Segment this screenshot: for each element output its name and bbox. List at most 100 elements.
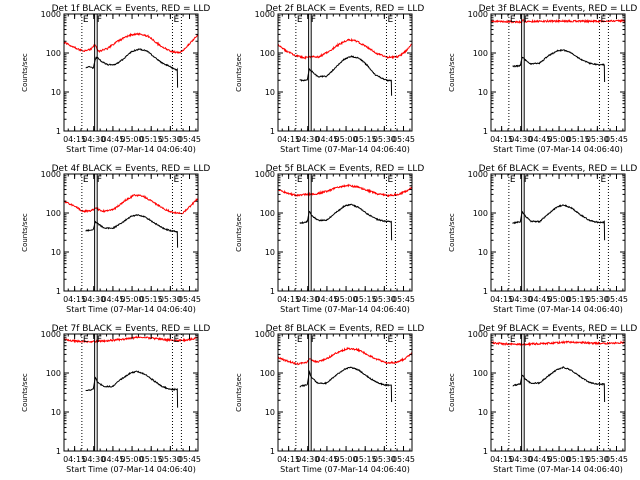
series-line-lld (278, 346, 412, 366)
y-tick-label: 1000 (41, 330, 61, 339)
series-line-events (299, 366, 393, 403)
x-tick-label: 05:15 (354, 295, 377, 304)
y-tick-label: 1 (483, 447, 488, 456)
marker-label: F (97, 15, 102, 25)
y-tick-label: 1000 (255, 330, 275, 339)
x-tick-label: 04:45 (101, 455, 124, 464)
y-axis-label: Counts/sec (235, 373, 243, 412)
y-tick-label: 10 (265, 248, 275, 257)
x-tick-label: 04:30 (82, 135, 105, 144)
axes-frame (490, 13, 626, 132)
x-axis-label: Start Time (07-Mar-14 04:06:40) (280, 305, 410, 314)
y-tick-label: 100 (46, 49, 61, 58)
chart-title: Det 5f BLACK = Events, RED = LLD (266, 164, 425, 174)
x-tick-label: 04:15 (277, 135, 300, 144)
chart-title: Det 7f BLACK = Events, RED = LLD (52, 324, 211, 334)
x-tick-label: 05:15 (567, 295, 590, 304)
y-axis-label: Counts/sec (448, 213, 456, 252)
x-tick-label: 05:15 (567, 455, 590, 464)
y-tick-label: 100 (46, 209, 61, 218)
x-tick-label: 05:15 (140, 295, 163, 304)
x-tick-label: 04:15 (63, 295, 86, 304)
marker-label: E (83, 15, 89, 25)
axes-frame (277, 333, 413, 452)
y-tick-label: 100 (46, 369, 61, 378)
x-tick-label: 04:45 (315, 135, 338, 144)
axes-frame (490, 173, 626, 292)
marker-label: E (387, 15, 393, 25)
marker-label: E (297, 335, 303, 345)
axes-frame (63, 13, 199, 132)
chart-title: Det 6f BLACK = Events, RED = LLD (479, 164, 638, 174)
y-tick-label: 10 (478, 248, 488, 257)
y-tick-label: 1000 (468, 10, 488, 19)
x-tick-label: 05:45 (178, 135, 201, 144)
chart-title: Det 9f BLACK = Events, RED = LLD (479, 324, 638, 334)
marker-label: E (83, 335, 89, 345)
x-tick-label: 05:15 (354, 455, 377, 464)
chart-title: Det 2f BLACK = Events, RED = LLD (266, 4, 425, 14)
y-tick-label: 1000 (468, 170, 488, 179)
y-tick-label: 1000 (255, 170, 275, 179)
x-tick-label: 05:45 (178, 295, 201, 304)
x-tick-label: 05:00 (548, 295, 571, 304)
x-tick-label: 05:30 (159, 135, 182, 144)
marker-label: E (600, 15, 606, 25)
series-line-events (512, 204, 606, 241)
plot-area (491, 18, 625, 83)
y-tick-label: 1000 (468, 330, 488, 339)
x-tick-label: 05:15 (140, 135, 163, 144)
chart-panel-6: Det 6f BLACK = Events, RED = LLD Counts/s… (448, 164, 637, 314)
chart-panel-7: Det 7f BLACK = Events, RED = LLD Counts/s… (21, 324, 210, 474)
y-tick-label: 1 (56, 447, 61, 456)
series-line-lld (278, 183, 412, 198)
x-tick-label: 04:45 (101, 295, 124, 304)
y-axis-label: Counts/sec (21, 213, 29, 252)
marker-label: F (524, 175, 529, 185)
marker-label: F (311, 175, 316, 185)
chart-title: Det 4f BLACK = Events, RED = LLD (52, 164, 211, 174)
marker-label: E (173, 175, 179, 185)
chart-panel-9: Det 9f BLACK = Events, RED = LLD Counts/s… (448, 324, 637, 474)
x-tick-label: 05:30 (373, 455, 396, 464)
axes-frame (63, 333, 199, 452)
x-tick-label: 04:30 (296, 295, 319, 304)
y-tick-label: 10 (51, 408, 61, 417)
marker-label: F (311, 335, 316, 345)
plot-area (278, 346, 412, 403)
x-axis-label: Start Time (07-Mar-14 04:06:40) (66, 145, 196, 154)
x-tick-label: 05:45 (178, 455, 201, 464)
y-tick-label: 10 (51, 88, 61, 97)
plot-area (64, 335, 198, 408)
marker-label: E (173, 15, 179, 25)
chart-panel-3: Det 3f BLACK = Events, RED = LLD Counts/s… (448, 4, 637, 154)
y-tick-label: 100 (260, 369, 275, 378)
marker-label: F (311, 15, 316, 25)
y-tick-label: 1 (483, 127, 488, 136)
y-tick-label: 1000 (255, 10, 275, 19)
x-tick-label: 05:00 (121, 455, 144, 464)
x-tick-label: 05:30 (586, 295, 609, 304)
x-tick-label: 04:45 (528, 455, 551, 464)
x-tick-label: 05:45 (605, 135, 628, 144)
x-axis-label: Start Time (07-Mar-14 04:06:40) (66, 305, 196, 314)
x-tick-label: 05:45 (605, 295, 628, 304)
plot-area (64, 32, 198, 88)
plot-area (512, 204, 606, 241)
y-axis-label: Counts/sec (21, 53, 29, 92)
marker-label: E (83, 175, 89, 185)
x-tick-label: 05:00 (335, 455, 358, 464)
series-line-lld (278, 37, 412, 60)
y-tick-label: 100 (473, 49, 488, 58)
marker-label: E (510, 15, 516, 25)
x-tick-label: 05:30 (373, 135, 396, 144)
x-tick-label: 04:15 (490, 295, 513, 304)
y-axis-label: Counts/sec (448, 53, 456, 92)
x-tick-label: 04:15 (277, 455, 300, 464)
x-axis-label: Start Time (07-Mar-14 04:06:40) (493, 305, 623, 314)
axes-frame (490, 333, 626, 452)
x-tick-label: 05:00 (335, 135, 358, 144)
x-tick-label: 05:00 (335, 295, 358, 304)
x-tick-label: 04:15 (63, 455, 86, 464)
y-tick-label: 100 (260, 209, 275, 218)
